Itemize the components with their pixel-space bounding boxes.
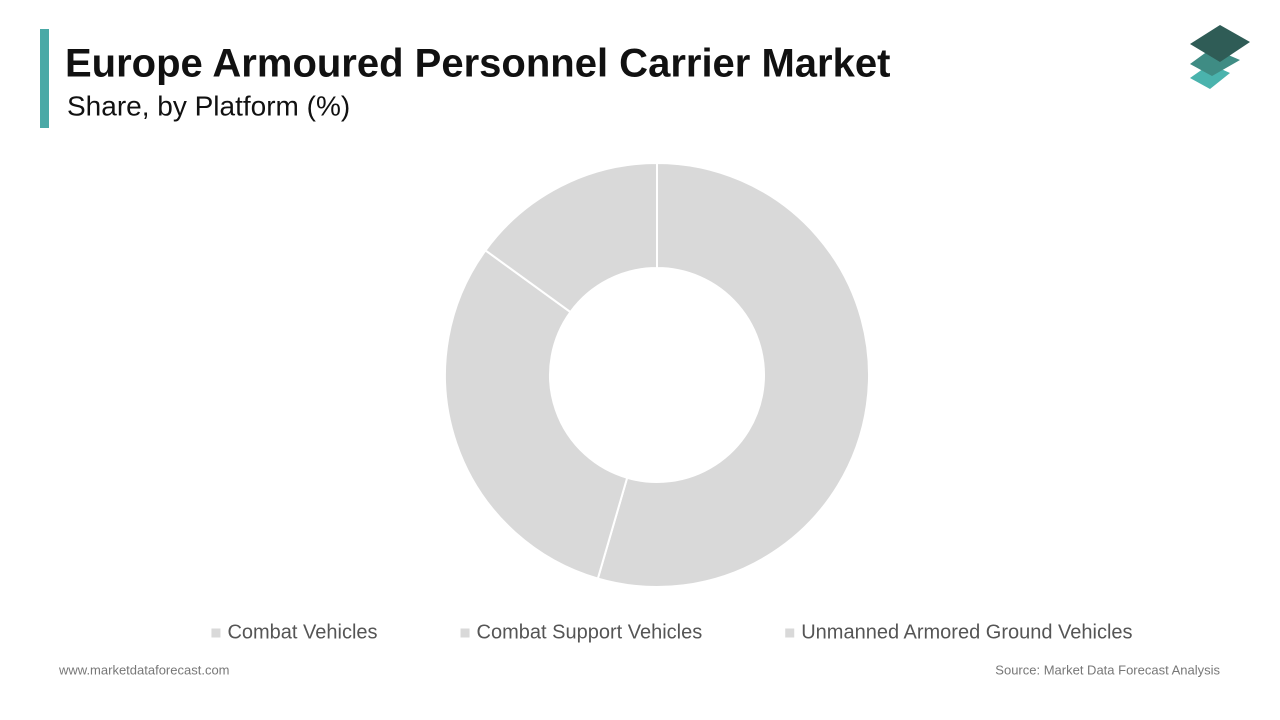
donut-segment [444, 248, 629, 580]
donut-segment [484, 161, 658, 314]
legend-marker [785, 628, 795, 638]
footer-source: Source: Market Data Forecast Analysis [995, 662, 1220, 677]
legend: Combat Vehicles Combat Support Vehicles Un… [211, 621, 1133, 643]
legend-label: Combat Vehicles [227, 621, 377, 643]
legend-marker [211, 628, 221, 638]
legend-marker [460, 628, 470, 638]
legend-label: Unmanned Armored Ground Vehicles [801, 621, 1132, 643]
chart-subtitle: Share, by Platform (%) [67, 90, 350, 121]
footer-website: www.marketdataforecast.com [58, 662, 230, 677]
donut [444, 161, 870, 588]
title-accent [40, 29, 49, 128]
donut-segment [596, 161, 870, 588]
chart-title: Europe Armoured Personnel Carrier Market [65, 42, 890, 86]
logo [1190, 25, 1250, 89]
legend-label: Combat Support Vehicles [477, 621, 703, 643]
